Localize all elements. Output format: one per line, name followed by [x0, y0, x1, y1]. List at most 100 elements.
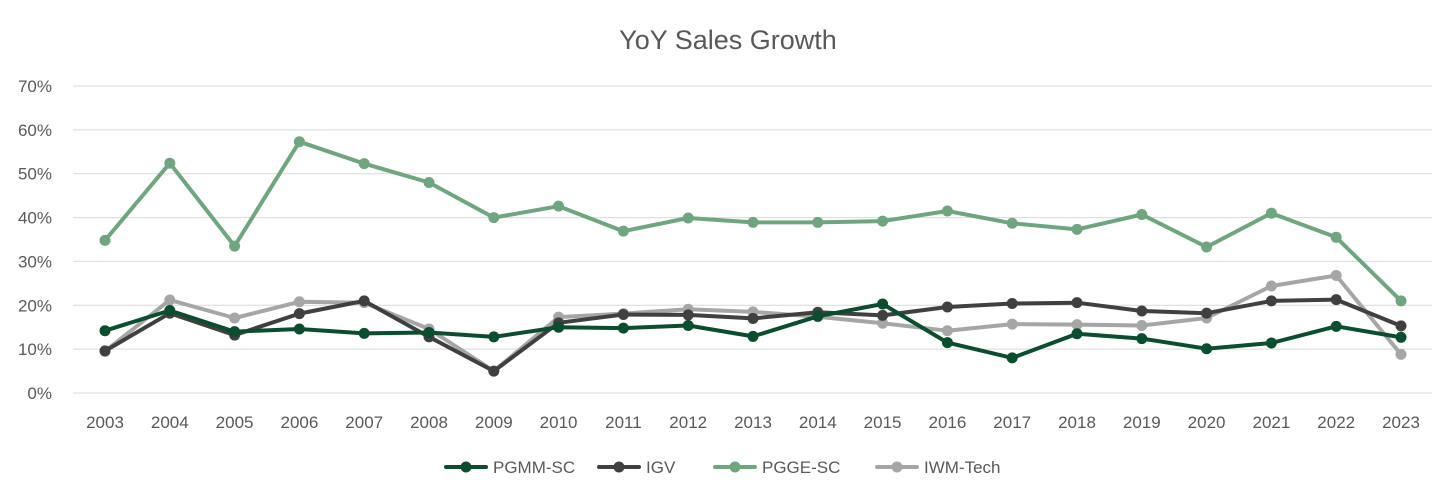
x-tick-label: 2021	[1252, 413, 1290, 432]
data-point	[1006, 298, 1018, 310]
data-point	[488, 331, 500, 343]
data-point	[877, 309, 889, 321]
x-tick-label: 2015	[864, 413, 902, 432]
x-tick-label: 2013	[734, 413, 772, 432]
legend-swatch-marker	[613, 461, 625, 473]
x-axis-tick-labels: 2003 2004 2005 2006 2007 2008 2009 2010 2011 2012…	[86, 413, 1420, 432]
legend-label: PGGE-SC	[762, 458, 840, 477]
data-point	[1330, 320, 1342, 332]
data-point	[682, 309, 694, 321]
data-point	[1136, 305, 1148, 317]
x-tick-label: 2006	[280, 413, 318, 432]
data-point	[553, 200, 565, 212]
series-pgmm-sc	[99, 298, 1407, 364]
x-tick-label: 2018	[1058, 413, 1096, 432]
chart-title: YoY Sales Growth	[619, 25, 837, 55]
data-point	[293, 296, 305, 308]
data-point	[164, 294, 176, 306]
data-point	[617, 308, 629, 320]
data-point	[1136, 319, 1148, 331]
y-tick-label: 40%	[18, 209, 52, 228]
x-tick-label: 2008	[410, 413, 448, 432]
data-point	[682, 319, 694, 331]
data-point	[941, 301, 953, 313]
data-point	[229, 240, 241, 252]
y-tick-label: 50%	[18, 165, 52, 184]
data-point	[1265, 295, 1277, 307]
data-point	[293, 308, 305, 320]
data-point	[1201, 343, 1213, 355]
data-point	[99, 345, 111, 357]
data-point	[941, 205, 953, 217]
data-point	[1330, 269, 1342, 281]
data-point	[1006, 352, 1018, 364]
legend-swatch-marker	[729, 461, 741, 473]
series-pgge-sc	[99, 136, 1407, 307]
data-point	[1395, 348, 1407, 360]
legend-item-igv: IGV	[597, 458, 676, 477]
legend-label: PGMM-SC	[493, 458, 575, 477]
data-point	[423, 326, 435, 338]
x-tick-label: 2005	[216, 413, 254, 432]
data-point	[1395, 320, 1407, 332]
data-point	[1006, 318, 1018, 330]
data-point	[1201, 241, 1213, 253]
data-point	[1136, 209, 1148, 221]
x-tick-label: 2009	[475, 413, 513, 432]
x-tick-label: 2019	[1123, 413, 1161, 432]
x-tick-label: 2016	[928, 413, 966, 432]
data-point	[812, 216, 824, 228]
data-point	[164, 305, 176, 317]
legend-label: IGV	[646, 458, 676, 477]
x-tick-label: 2023	[1382, 413, 1420, 432]
data-point	[747, 216, 759, 228]
data-point	[1006, 217, 1018, 229]
data-point	[1071, 223, 1083, 235]
data-point	[1071, 319, 1083, 331]
x-tick-label: 2011	[605, 413, 642, 432]
legend-item-iwm-tech: IWM-Tech	[875, 458, 1001, 477]
legend: PGMM-SC IGV PGGE-SC IWM-Tech	[444, 458, 1001, 477]
data-point	[1265, 280, 1277, 292]
x-tick-label: 2004	[151, 413, 189, 432]
x-tick-label: 2020	[1188, 413, 1226, 432]
data-point	[99, 325, 111, 337]
data-point	[1395, 331, 1407, 343]
data-point	[812, 310, 824, 322]
data-point	[293, 323, 305, 335]
y-tick-label: 0%	[27, 384, 52, 403]
y-tick-label: 60%	[18, 121, 52, 140]
y-tick-label: 10%	[18, 340, 52, 359]
data-point	[682, 212, 694, 224]
data-point	[553, 321, 565, 333]
x-tick-label: 2012	[669, 413, 707, 432]
data-point	[1265, 207, 1277, 219]
data-point	[1071, 328, 1083, 340]
data-point	[488, 212, 500, 224]
data-point	[1071, 297, 1083, 309]
y-tick-label: 30%	[18, 252, 52, 271]
data-point	[941, 325, 953, 337]
data-point	[1136, 333, 1148, 345]
data-point	[941, 337, 953, 349]
legend-label: IWM-Tech	[924, 458, 1001, 477]
legend-item-pgmm-sc: PGMM-SC	[444, 458, 575, 477]
data-point	[617, 322, 629, 334]
data-point	[164, 157, 176, 169]
data-point	[358, 327, 370, 339]
data-point	[293, 136, 305, 148]
series-lines	[99, 136, 1407, 377]
data-point	[877, 317, 889, 329]
data-point	[99, 234, 111, 246]
data-point	[1395, 295, 1407, 307]
data-point	[1201, 307, 1213, 319]
data-point	[617, 225, 629, 237]
x-tick-label: 2007	[345, 413, 383, 432]
data-point	[747, 312, 759, 324]
x-tick-label: 2014	[799, 413, 837, 432]
data-point	[488, 365, 500, 377]
data-point	[1330, 231, 1342, 243]
data-point	[877, 215, 889, 227]
data-point	[229, 326, 241, 338]
